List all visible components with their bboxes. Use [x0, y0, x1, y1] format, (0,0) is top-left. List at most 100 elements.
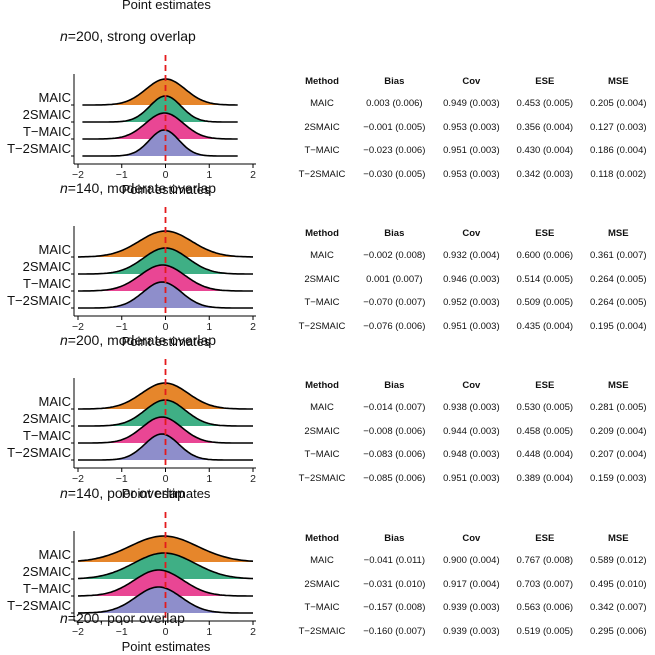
x-tick-label: −2: [72, 473, 84, 485]
table-cell: 0.001 (0.007): [366, 273, 423, 285]
table-cell: 0.952 (0.003): [443, 297, 500, 309]
table-cell: 0.361 (0.007): [590, 250, 647, 262]
ridgeline-plot: MAIC 2SMAIC T−MAIC T−2SMAIC −2 −1 0 1 2 Point est…: [7, 359, 256, 501]
panel-title-overlap: , moderate overlap: [99, 180, 217, 196]
table-row: T−2SMAIC −0.030 (0.005) 0.953 (0.003) 0.342…: [290, 163, 655, 187]
column-header: Bias: [384, 75, 405, 87]
table-cell: MAIC: [310, 402, 334, 414]
x-axis-title: Point estimates: [122, 334, 211, 349]
table-cell: 0.917 (0.004): [443, 578, 500, 590]
table-cell: 0.514 (0.005): [516, 273, 574, 285]
column-header: Cov: [462, 379, 481, 391]
table-cell: T−2SMAIC: [298, 168, 346, 180]
table-cell: 0.495 (0.010): [590, 578, 647, 590]
table-cell: 0.118 (0.002): [590, 168, 647, 180]
column-header: MSE: [607, 75, 629, 87]
table-cell: −0.076 (0.006): [363, 320, 426, 332]
table-cell: T−MAIC: [304, 297, 340, 309]
ridgeline-plot: MAIC 2SMAIC T−MAIC T−2SMAIC −2 −1 0 1 2 Point est…: [7, 512, 256, 654]
column-header: Method: [305, 227, 339, 239]
table-cell: 0.342 (0.003): [516, 168, 574, 180]
panel-title-n-label: n: [60, 332, 68, 348]
column-header: MSE: [607, 532, 629, 544]
table-cell: 0.003 (0.006): [366, 98, 423, 110]
x-tick-label: 2: [250, 473, 256, 485]
column-header: Bias: [384, 227, 405, 239]
table-cell: −0.001 (0.005): [363, 121, 426, 133]
column-header: MSE: [607, 379, 629, 391]
ridge-label: T−MAIC: [23, 428, 71, 443]
table-cell: 0.767 (0.008): [516, 555, 574, 567]
ridgeline-panel-3: n=200, moderate overlap MAIC 2SMAIC T−MAIC T…: [0, 332, 655, 501]
x-tick-label: 2: [250, 626, 256, 638]
table-cell: T−2SMAIC: [298, 625, 346, 637]
x-axis-title: Point estimates: [122, 486, 211, 501]
ridge-outline-t-2smaic: [77, 586, 253, 614]
table-row: T−2SMAIC −0.076 (0.006) 0.951 (0.003) 0.435…: [290, 315, 655, 339]
x-tick-label: 1: [206, 626, 212, 638]
results-table: Method Bias Cov ESE MSE MAIC −0.014 (0.007) 0.9…: [290, 374, 655, 490]
table-cell: −0.031 (0.010): [363, 578, 426, 590]
x-tick-label: 1: [206, 169, 212, 181]
top-axis-label: Point estimates: [122, 0, 211, 12]
ridge-fill-t-maic: [82, 113, 238, 139]
x-tick-label: −2: [72, 321, 84, 333]
x-tick-label: 2: [250, 169, 256, 181]
table-cell: 0.209 (0.004): [590, 425, 647, 437]
table-cell: T−2SMAIC: [298, 472, 346, 484]
table-row: MAIC −0.041 (0.011) 0.900 (0.004) 0.767 (0.…: [290, 549, 655, 573]
table-cell: T−MAIC: [304, 602, 340, 614]
ridge-fill-maic: [78, 536, 253, 562]
table-cell: 2SMAIC: [304, 425, 340, 437]
table-cell: 0.944 (0.003): [443, 425, 500, 437]
table-row: T−MAIC −0.070 (0.007) 0.952 (0.003) 0.509 (…: [290, 291, 655, 315]
x-axis-title: Point estimates: [122, 639, 211, 654]
panel-title-overlap: , poor overlap: [99, 485, 185, 501]
table-row: 2SMAIC −0.008 (0.006) 0.944 (0.003) 0.458 (…: [290, 420, 655, 444]
column-header: Cov: [462, 75, 481, 87]
panel-title: n=140, moderate overlap: [60, 180, 217, 196]
table-cell: 0.519 (0.005): [516, 625, 574, 637]
panel-title: n=200, strong overlap: [60, 28, 196, 44]
ridge-label: T−2SMAIC: [7, 598, 71, 613]
panel-title-n-label: n: [60, 28, 68, 44]
results-table: Method Bias Cov ESE MSE MAIC −0.041 (0.011) 0.9…: [290, 527, 655, 643]
table-header-row: Method Bias Cov ESE MSE: [290, 527, 655, 549]
table-cell: 0.435 (0.004): [516, 320, 574, 332]
ridge-label: T−2SMAIC: [7, 445, 71, 460]
table-cell: 0.953 (0.003): [443, 121, 500, 133]
x-tick-label: 1: [206, 321, 212, 333]
table-cell: 0.600 (0.006): [516, 250, 574, 262]
ridge-outline-t-maic: [78, 416, 253, 444]
table-cell: T−MAIC: [304, 145, 340, 157]
table-cell: 0.951 (0.003): [443, 320, 500, 332]
table-row: T−MAIC −0.023 (0.006) 0.951 (0.003) 0.430 (…: [290, 139, 655, 163]
x-axis-title: Point estimates: [122, 182, 211, 197]
ridge-fill-t-2smaic: [78, 434, 253, 460]
ridge-label: 2SMAIC: [23, 259, 71, 274]
ridgeline-panel-1: n=200, strong overlap MAIC 2SMAIC T−MAIC T−2…: [0, 28, 655, 197]
table-cell: 0.530 (0.005): [516, 402, 574, 414]
panel-title-n: 200: [75, 28, 100, 44]
ridge-label: T−2SMAIC: [7, 293, 71, 308]
table-cell: 0.389 (0.004): [516, 472, 574, 484]
ridge-fill-maic: [82, 79, 238, 105]
table-row: 2SMAIC −0.031 (0.010) 0.917 (0.004) 0.703 (…: [290, 573, 655, 597]
table-cell: 0.458 (0.005): [516, 425, 574, 437]
ridge-fill-2smaic: [82, 96, 238, 122]
table-cell: 0.509 (0.005): [516, 297, 574, 309]
table-cell: MAIC: [310, 555, 334, 567]
table-row: T−MAIC −0.157 (0.008) 0.939 (0.003) 0.563 (…: [290, 596, 655, 620]
ridgeline-plot: MAIC 2SMAIC T−MAIC T−2SMAIC −2 −1 0 1 2 Point est…: [7, 55, 256, 197]
column-header: ESE: [535, 227, 555, 239]
ridgeline-panel-2: n=140, moderate overlap MAIC 2SMAIC T−MAIC T…: [0, 180, 655, 349]
table-cell: 0.939 (0.003): [443, 602, 500, 614]
ridge-label: MAIC: [39, 242, 72, 257]
ridge-fill-t-2smaic: [82, 130, 238, 156]
table-cell: 0.953 (0.003): [443, 168, 500, 180]
table-cell: 0.900 (0.004): [443, 555, 500, 567]
table-cell: 2SMAIC: [304, 121, 340, 133]
ridgeline-panel-4: n=140, poor overlap MAIC 2SMAIC T−MAIC T−2SM…: [0, 485, 655, 654]
x-tick-label: 0: [163, 321, 169, 333]
table-cell: −0.023 (0.006): [363, 145, 426, 157]
